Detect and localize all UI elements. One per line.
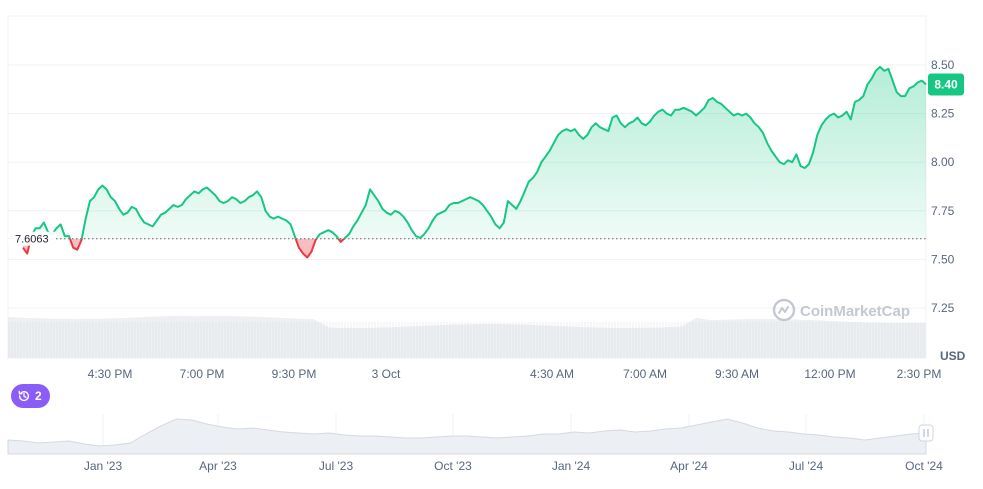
- overview-area: [7, 418, 927, 455]
- coinmarketcap-watermark: CoinMarketCap: [772, 298, 910, 322]
- x-tick-label: 4:30 PM: [88, 367, 133, 381]
- overview-navigator[interactable]: Jan '23 Apr '23 Jul '23 Oct '23 Jan '24 Apr '…: [7, 414, 943, 473]
- x-tick-label: 9:30 AM: [715, 367, 759, 381]
- overview-x-tick-label: Oct '24: [905, 459, 943, 473]
- y-axis: 8.50 8.25 8.00 7.75 7.50 7.25: [931, 58, 955, 315]
- overview-x-tick-label: Apr '23: [199, 459, 237, 473]
- volume-area: [8, 315, 926, 358]
- overview-x-tick-label: Jul '24: [789, 459, 824, 473]
- reference-price-text: 7.6063: [15, 234, 49, 246]
- current-price-text: 8.40: [934, 77, 958, 91]
- events-button[interactable]: 2: [11, 384, 50, 408]
- coinmarketcap-logo-icon: [772, 298, 796, 322]
- events-count: 2: [35, 389, 42, 403]
- overview-x-tick-label: Oct '23: [434, 459, 472, 473]
- y-tick-label: 8.00: [931, 155, 955, 169]
- price-series[interactable]: [22, 65, 927, 259]
- overview-x-tick-label: Jan '23: [84, 459, 123, 473]
- reference-price-label: 7.6063: [8, 231, 56, 246]
- x-tick-label: 12:00 PM: [804, 367, 855, 381]
- y-tick-label: 8.25: [931, 107, 955, 121]
- y-tick-label: 7.75: [931, 204, 955, 218]
- area-fill-up: [23, 66, 926, 239]
- current-price-badge: 8.40: [928, 73, 964, 96]
- x-tick-label: 9:30 PM: [272, 367, 317, 381]
- y-axis-label: USD: [940, 349, 966, 363]
- x-tick-label: 2:30 PM: [897, 367, 942, 381]
- area-fill-down: [23, 238, 345, 258]
- x-tick-label: 4:30 AM: [530, 367, 574, 381]
- series-line-up: [29, 65, 927, 239]
- y-tick-label: 8.50: [931, 58, 955, 72]
- history-clock-icon: [18, 390, 30, 402]
- watermark-text: CoinMarketCap: [800, 303, 910, 320]
- volume-bars: [8, 315, 926, 358]
- overview-x-tick-label: Jul '23: [319, 459, 354, 473]
- x-axis: 4:30 PM 7:00 PM 9:30 PM 3 Oct 4:30 AM 7:00 AM…: [88, 367, 942, 381]
- x-tick-label: 3 Oct: [372, 367, 401, 381]
- price-area: [23, 66, 926, 258]
- y-tick-label: 7.50: [931, 252, 955, 266]
- overview-x-tick-label: Jan '24: [552, 459, 591, 473]
- overview-x-axis: Jan '23 Apr '23 Jul '23 Oct '23 Jan '24 Apr '…: [84, 459, 943, 473]
- y-tick-label: 7.25: [931, 301, 955, 315]
- x-tick-label: 7:00 PM: [180, 367, 225, 381]
- grip-handle-icon[interactable]: [918, 424, 934, 442]
- x-tick-label: 7:00 AM: [623, 367, 667, 381]
- overview-x-tick-label: Apr '24: [670, 459, 708, 473]
